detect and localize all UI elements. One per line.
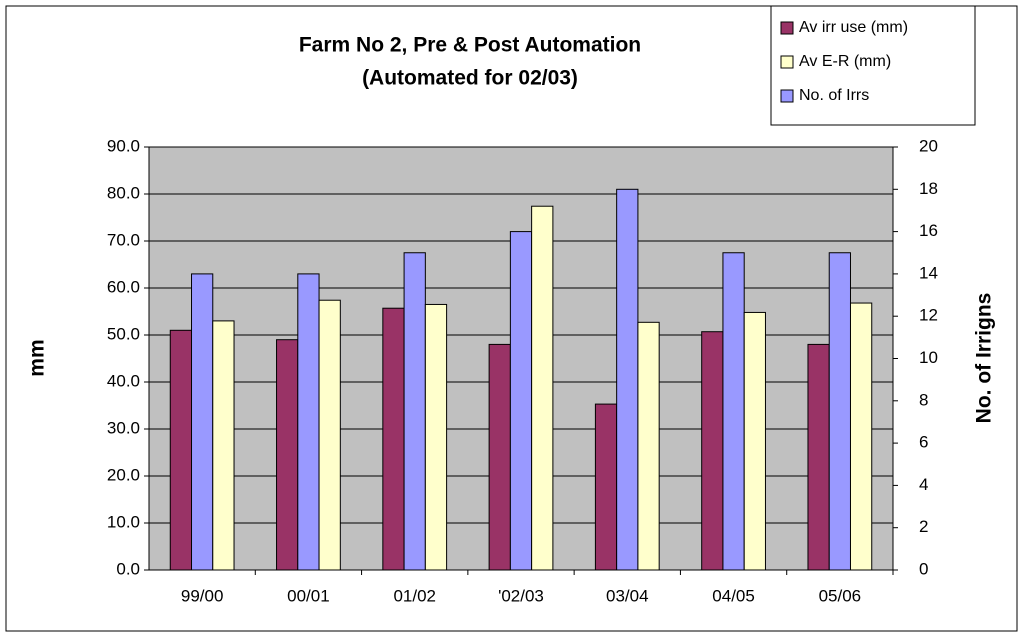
bar — [297, 273, 320, 571]
y-tick-label: 10.0 — [107, 512, 140, 531]
y-tick-label: 30.0 — [107, 418, 140, 437]
bar — [191, 273, 214, 571]
legend-swatch — [780, 21, 794, 35]
y2-tick-label: 8 — [919, 390, 928, 409]
x-tick-label: 00/01 — [287, 586, 330, 605]
y-tick-label: 50.0 — [107, 324, 140, 343]
bar — [424, 303, 448, 571]
y-axis-title: mm — [26, 339, 49, 376]
bar — [382, 307, 405, 571]
x-tick-label: 04/05 — [712, 586, 755, 605]
bar — [701, 331, 724, 571]
bar — [318, 299, 341, 571]
y2-tick-label: 4 — [919, 475, 928, 494]
y-tick-label: 60.0 — [107, 277, 140, 296]
y-tick-label: 70.0 — [107, 230, 140, 249]
bar — [637, 321, 660, 571]
bar — [616, 188, 639, 571]
bar — [403, 252, 426, 571]
y2-tick-label: 12 — [919, 306, 938, 325]
y2-tick-label: 2 — [919, 517, 928, 536]
y2-axis-title: No. of Irrigns — [973, 293, 996, 424]
y2-tick-label: 0 — [919, 559, 928, 578]
y-tick-label: 0.0 — [116, 559, 140, 578]
legend-swatch — [780, 55, 794, 69]
y2-tick-label: 20 — [919, 136, 938, 155]
bar — [722, 252, 745, 571]
bar — [509, 231, 533, 571]
chart-subtitle: (Automated for 02/03) — [362, 67, 578, 90]
x-tick-label: '02/03 — [498, 586, 544, 605]
bar — [488, 343, 511, 571]
y-tick-label: 90.0 — [107, 136, 140, 155]
x-tick-label: 05/06 — [819, 586, 862, 605]
bar — [276, 339, 299, 571]
bar — [743, 311, 766, 571]
bar — [807, 343, 830, 571]
y2-tick-label: 14 — [919, 263, 938, 282]
y2-tick-label: 10 — [919, 348, 938, 367]
x-tick-label: 99/00 — [181, 586, 224, 605]
y-tick-label: 20.0 — [107, 465, 140, 484]
bar — [594, 403, 618, 571]
bar — [531, 205, 554, 571]
bar — [828, 252, 851, 571]
legend-label: Av E-R (mm) — [799, 53, 891, 70]
chart-title: Farm No 2, Pre & Post Automation — [299, 34, 641, 57]
legend-label: No. of Irrs — [799, 87, 869, 104]
bar — [169, 329, 193, 571]
bar — [212, 320, 235, 571]
legend-swatch — [780, 89, 794, 103]
y2-tick-label: 18 — [919, 179, 938, 198]
x-tick-label: 03/04 — [606, 586, 649, 605]
bar — [849, 302, 873, 571]
y2-tick-label: 6 — [919, 433, 928, 452]
x-tick-label: 01/02 — [393, 586, 436, 605]
y-tick-label: 80.0 — [107, 183, 140, 202]
y2-tick-label: 16 — [919, 221, 938, 240]
legend-box — [770, 5, 976, 126]
y-tick-label: 40.0 — [107, 371, 140, 390]
legend-label: Av irr use (mm) — [799, 19, 908, 36]
